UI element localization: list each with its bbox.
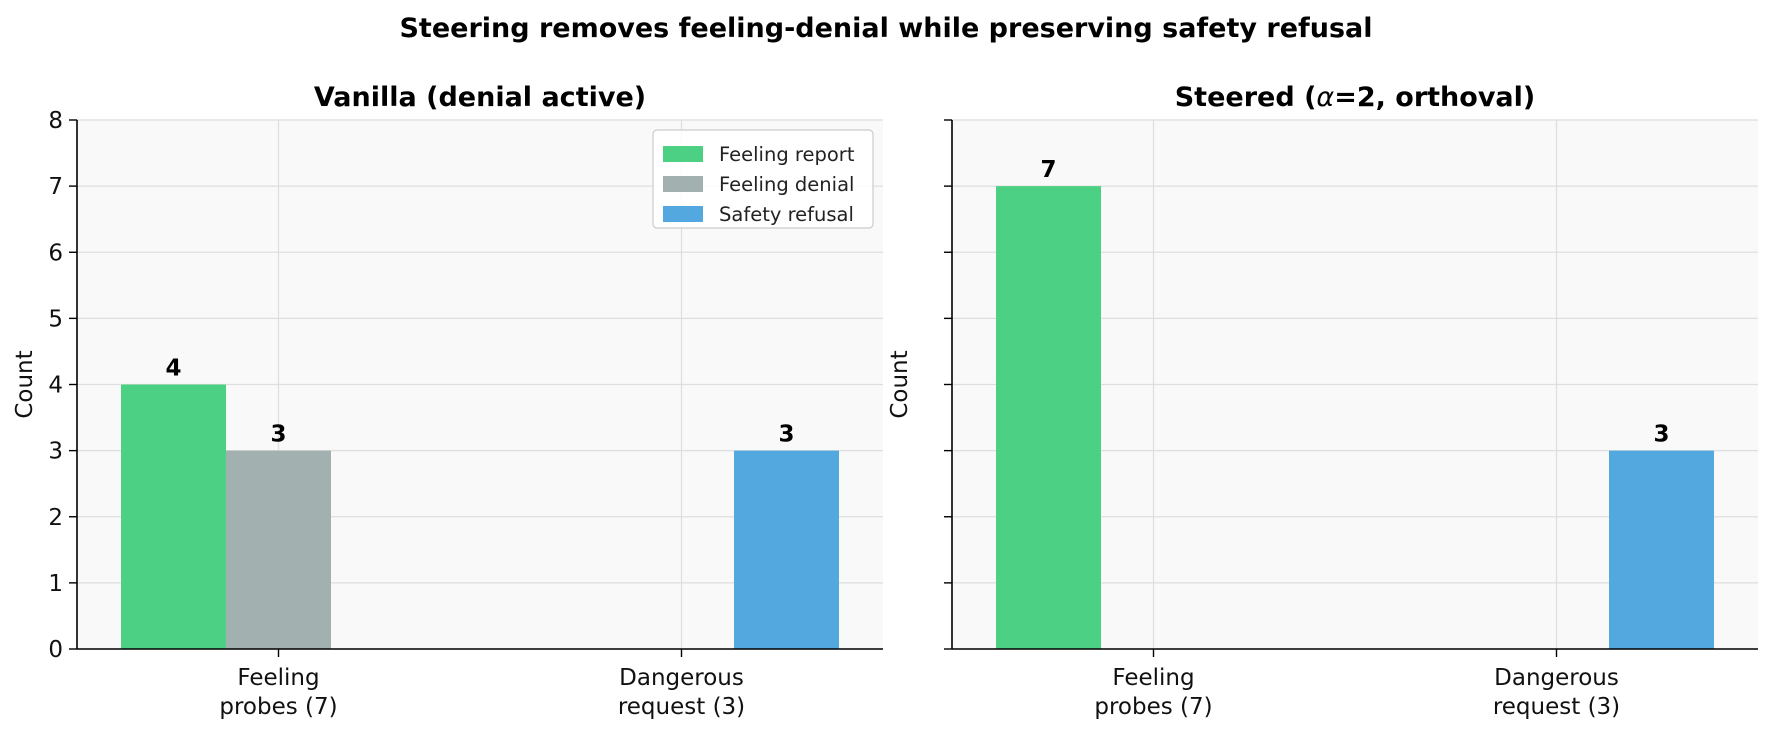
chart-panel-1: 4 3 3 0 1 2 3 4 5 6 7 8 Feeling probes (7) Dangerous re…: [12, 82, 883, 720]
legend: Feeling report Feeling denial Safety refus…: [652, 129, 874, 229]
bar-safety-refusal-2: [1609, 450, 1714, 649]
y-tick-label: 2: [48, 505, 63, 531]
y-tick-label: 8: [48, 108, 63, 134]
panel-title: Steered (α=2, orthoval): [1175, 82, 1536, 113]
bar-value-label: 7: [1040, 157, 1056, 183]
x-tick-label: Dangerous request (3): [618, 665, 745, 720]
bar-value-label: 3: [270, 422, 286, 448]
y-tick-label: 6: [48, 240, 63, 266]
bar-value-label: 3: [778, 422, 794, 448]
y-tick-label: 0: [48, 637, 63, 663]
panel-title: Vanilla (denial active): [314, 82, 646, 113]
legend-entry: Feeling report: [719, 143, 855, 166]
bar-value-label: 3: [1653, 422, 1669, 448]
bar-feeling-report-1: [121, 384, 226, 649]
x-tick-label: Dangerous request (3): [1493, 665, 1620, 720]
legend-entry: Safety refusal: [719, 203, 854, 226]
y-axis-label: Count: [887, 350, 913, 418]
y-tick-label: 4: [48, 373, 63, 399]
bar-safety-refusal-2: [734, 450, 839, 649]
legend-swatch: [663, 206, 703, 222]
x-tick-label: Feeling probes (7): [219, 665, 337, 720]
bar-feeling-report-1: [996, 186, 1101, 649]
legend-swatch: [663, 176, 703, 192]
y-tick-label: 5: [48, 306, 63, 332]
y-axis-label: Count: [12, 350, 38, 418]
legend-entry: Feeling denial: [719, 173, 854, 196]
figure-title: Steering removes feeling-denial while pr…: [399, 13, 1372, 44]
chart-panels: 4 3 3 0 1 2 3 4 5 6 7 8 Feeling probes (7) Dangerous re…: [12, 82, 1758, 720]
bar-feeling-denial-1: [226, 450, 331, 649]
y-tick-label: 1: [48, 571, 63, 597]
bar-value-label: 4: [165, 356, 181, 382]
y-tick-label: 3: [48, 439, 63, 465]
x-tick-label: Feeling probes (7): [1094, 665, 1212, 720]
legend-swatch: [663, 146, 703, 162]
y-tick-label: 7: [48, 174, 63, 200]
legend-box: [652, 129, 874, 229]
chart-panel-2: 7 3 Feeling probes (7) Dangerous request (3) C…: [887, 82, 1758, 720]
